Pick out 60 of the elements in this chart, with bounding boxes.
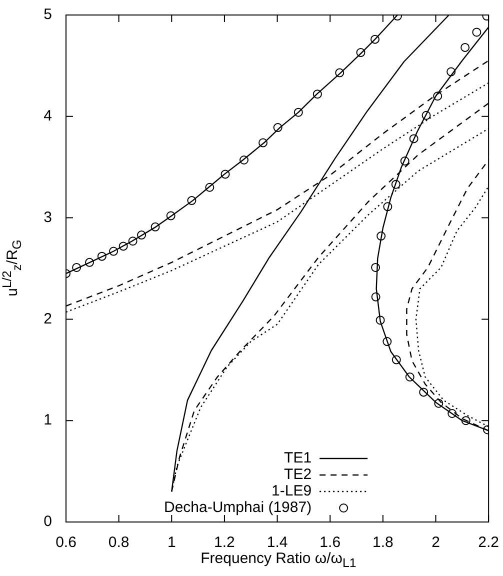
x-axis-title: Frequency Ratio ω/ω$_{L1}$ <box>200 550 358 570</box>
y-tick-label: 1 <box>44 412 52 429</box>
point <box>461 416 470 426</box>
x-tick-label: 1.2 <box>214 534 235 552</box>
point <box>273 123 282 132</box>
point <box>371 292 380 302</box>
point <box>409 134 418 144</box>
point <box>370 34 380 44</box>
point <box>371 262 380 272</box>
legend-label: Decha-Umphai (1987) <box>164 499 312 516</box>
y-tick-label: 2 <box>44 310 52 328</box>
point <box>118 242 128 251</box>
point <box>205 182 214 192</box>
point <box>460 42 470 52</box>
x-tick-label: 1 <box>167 534 176 552</box>
point <box>128 236 138 246</box>
y-tick-label: 4 <box>44 108 52 125</box>
point <box>391 180 400 189</box>
point <box>419 388 428 397</box>
point <box>258 138 268 148</box>
legend-label: TE2 <box>284 466 312 484</box>
x-tick-label: 2 <box>432 534 440 552</box>
point <box>150 222 160 232</box>
point <box>472 28 482 37</box>
x-tick-label: 0.8 <box>108 534 130 552</box>
x-tick-label: 1.4 <box>266 534 288 552</box>
point <box>376 232 386 241</box>
point <box>383 202 392 212</box>
point <box>335 68 344 78</box>
point <box>72 262 82 272</box>
point <box>220 170 230 179</box>
point <box>312 90 322 99</box>
point <box>392 355 401 364</box>
point <box>433 92 442 101</box>
point <box>448 409 457 418</box>
point <box>240 156 249 164</box>
y-tick-label: 5 <box>44 6 52 24</box>
x-tick-label: 2.2 <box>478 534 500 552</box>
point <box>434 398 444 408</box>
legend-label: 1-LE9 <box>272 482 312 500</box>
point <box>187 196 196 206</box>
x-tick-label: 1.8 <box>372 534 394 552</box>
point <box>97 252 106 261</box>
point <box>376 316 385 325</box>
x-tick-label: 0.6 <box>56 534 76 552</box>
point <box>405 372 414 382</box>
point <box>109 246 118 256</box>
legend-label: TE1 <box>284 450 312 467</box>
point <box>356 48 366 58</box>
point <box>382 337 392 346</box>
x-tick-label: 1.6 <box>320 534 341 552</box>
point <box>400 156 410 166</box>
point <box>294 108 303 117</box>
point <box>422 110 431 120</box>
point <box>137 230 146 240</box>
point <box>446 67 456 76</box>
point <box>85 258 94 267</box>
y-tick-label: 3 <box>44 208 52 226</box>
y-tick-label: 0 <box>44 513 52 530</box>
point <box>166 211 176 220</box>
